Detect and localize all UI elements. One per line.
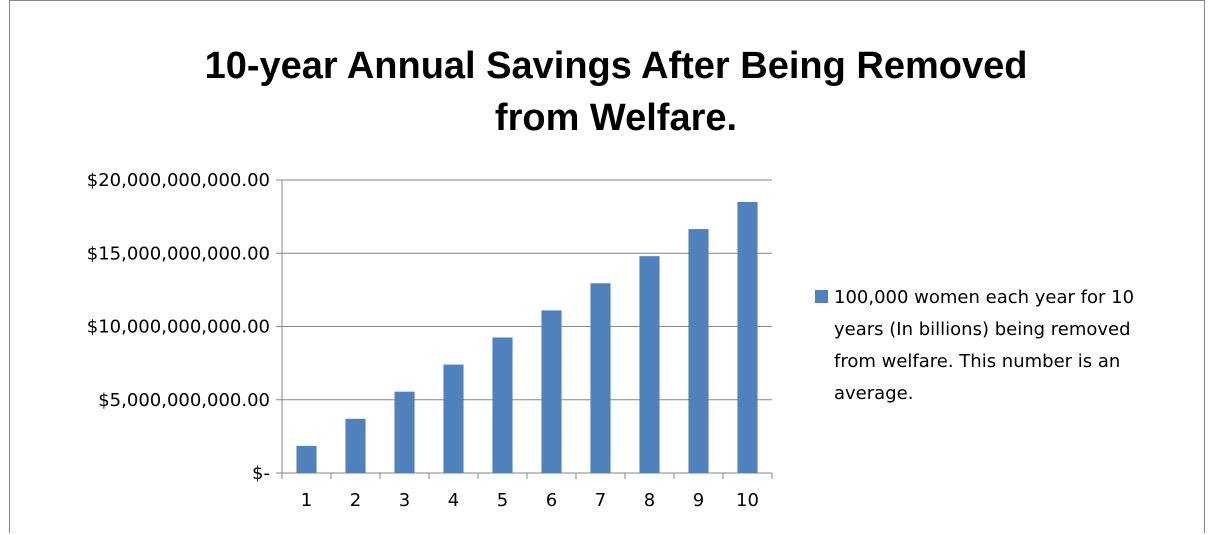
x-tick-label: 1 xyxy=(301,490,312,511)
x-tick-label: 8 xyxy=(644,490,655,511)
x-tick-label: 9 xyxy=(693,490,704,511)
bar xyxy=(737,201,758,473)
bar xyxy=(639,256,660,473)
x-tick-label: 3 xyxy=(399,490,410,511)
x-tick-label: 4 xyxy=(448,490,459,511)
y-tick-label: $- xyxy=(252,463,270,484)
x-tick-label: 7 xyxy=(595,490,606,511)
y-tick-label: $20,000,000,000.00 xyxy=(87,170,270,191)
x-axis-tick-labels: 1 2 3 4 5 6 7 8 9 10 xyxy=(301,490,759,511)
legend-swatch xyxy=(815,290,828,303)
bar xyxy=(394,391,415,473)
legend-label-line-4: average. xyxy=(834,383,913,404)
chart-title-line-1: 10-year Annual Savings After Being Remov… xyxy=(205,45,1028,87)
bar xyxy=(443,364,464,473)
bar xyxy=(345,418,366,473)
axes xyxy=(281,180,773,479)
y-tick-label: $10,000,000,000.00 xyxy=(87,317,270,338)
bar xyxy=(492,337,513,473)
x-tick-label: 10 xyxy=(736,490,759,511)
x-tick-label: 6 xyxy=(546,490,557,511)
legend-label-line-1: 100,000 women each year for 10 xyxy=(834,287,1134,308)
bar xyxy=(296,445,317,473)
legend: 100,000 women each year for 10 years (In… xyxy=(815,287,1134,404)
x-tick-label: 5 xyxy=(497,490,508,511)
legend-label-line-3: from welfare. This number is an xyxy=(834,351,1120,372)
bar xyxy=(541,310,562,473)
bar xyxy=(688,229,709,473)
y-tick-label: $15,000,000,000.00 xyxy=(87,243,270,264)
y-tick-label: $5,000,000,000.00 xyxy=(98,390,270,411)
chart-title: 10-year Annual Savings After Being Remov… xyxy=(205,45,1028,139)
y-axis-tick-labels: $- $5,000,000,000.00 $10,000,000,000.00 $15… xyxy=(87,170,270,484)
chart-title-line-2: from Welfare. xyxy=(495,97,737,139)
x-tick-label: 2 xyxy=(350,490,361,511)
bars xyxy=(296,201,758,473)
bar xyxy=(590,283,611,473)
legend-label-line-2: years (In billions) being removed xyxy=(834,319,1131,340)
